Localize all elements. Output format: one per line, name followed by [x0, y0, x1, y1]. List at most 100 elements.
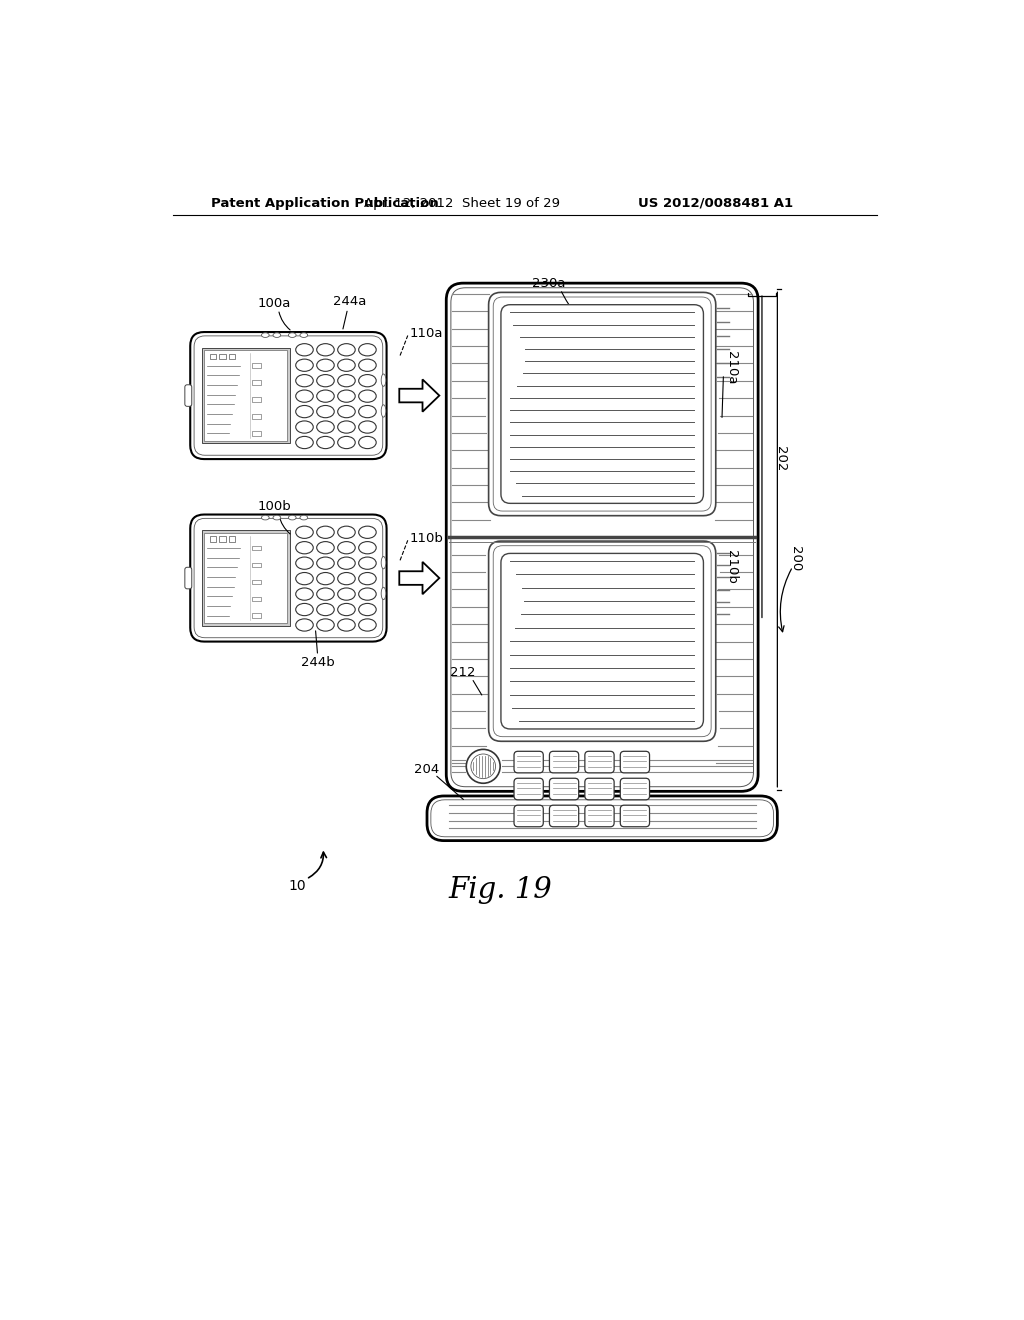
Ellipse shape: [316, 437, 334, 449]
FancyBboxPatch shape: [621, 751, 649, 774]
Ellipse shape: [300, 515, 307, 520]
FancyBboxPatch shape: [494, 545, 711, 737]
Ellipse shape: [338, 619, 355, 631]
Text: 206: 206: [600, 651, 626, 664]
Ellipse shape: [338, 587, 355, 601]
Ellipse shape: [316, 603, 334, 615]
Text: 110a: 110a: [410, 327, 442, 341]
Ellipse shape: [296, 557, 313, 569]
Ellipse shape: [358, 389, 376, 403]
Bar: [210, 354, 216, 359]
Ellipse shape: [316, 619, 334, 631]
Ellipse shape: [358, 437, 376, 449]
Ellipse shape: [338, 405, 355, 417]
FancyBboxPatch shape: [550, 751, 579, 774]
Ellipse shape: [358, 421, 376, 433]
Ellipse shape: [381, 587, 386, 599]
Ellipse shape: [358, 405, 376, 417]
FancyBboxPatch shape: [585, 751, 614, 774]
Ellipse shape: [296, 437, 313, 449]
Ellipse shape: [316, 375, 334, 387]
Text: US 2012/0088481 A1: US 2012/0088481 A1: [638, 197, 793, 210]
Ellipse shape: [296, 421, 313, 433]
Polygon shape: [399, 562, 439, 594]
Ellipse shape: [358, 527, 376, 539]
FancyBboxPatch shape: [427, 796, 777, 841]
Ellipse shape: [358, 573, 376, 585]
Bar: [202, 348, 290, 444]
Polygon shape: [399, 379, 439, 412]
Ellipse shape: [358, 343, 376, 356]
Ellipse shape: [338, 527, 355, 539]
FancyBboxPatch shape: [494, 297, 711, 511]
Bar: [219, 354, 225, 359]
Ellipse shape: [381, 557, 386, 569]
Ellipse shape: [261, 333, 269, 338]
Text: 210b: 210b: [725, 549, 738, 583]
FancyBboxPatch shape: [488, 541, 716, 742]
Circle shape: [471, 754, 496, 779]
Text: 100a: 100a: [258, 297, 291, 310]
Ellipse shape: [296, 375, 313, 387]
FancyBboxPatch shape: [190, 515, 387, 642]
FancyBboxPatch shape: [195, 519, 383, 638]
Ellipse shape: [316, 527, 334, 539]
FancyBboxPatch shape: [488, 293, 716, 516]
Ellipse shape: [338, 437, 355, 449]
Ellipse shape: [338, 557, 355, 569]
FancyBboxPatch shape: [185, 385, 191, 407]
FancyBboxPatch shape: [550, 779, 579, 800]
Bar: [252, 614, 261, 618]
FancyBboxPatch shape: [431, 800, 773, 837]
Ellipse shape: [273, 333, 281, 338]
Bar: [252, 380, 261, 385]
Bar: [204, 533, 288, 623]
Ellipse shape: [338, 541, 355, 554]
Ellipse shape: [316, 389, 334, 403]
Circle shape: [466, 750, 500, 783]
FancyBboxPatch shape: [514, 751, 544, 774]
Ellipse shape: [381, 374, 386, 387]
FancyBboxPatch shape: [585, 779, 614, 800]
Ellipse shape: [316, 541, 334, 554]
Ellipse shape: [316, 573, 334, 585]
Ellipse shape: [338, 421, 355, 433]
Text: 204: 204: [415, 763, 439, 776]
Ellipse shape: [316, 359, 334, 371]
FancyBboxPatch shape: [501, 553, 703, 729]
FancyBboxPatch shape: [501, 305, 703, 503]
Text: 210a: 210a: [725, 351, 738, 384]
Bar: [252, 597, 261, 601]
Ellipse shape: [358, 587, 376, 601]
Ellipse shape: [296, 405, 313, 417]
Text: 230a: 230a: [531, 277, 565, 290]
Text: 100b: 100b: [258, 500, 292, 513]
Ellipse shape: [338, 359, 355, 371]
Ellipse shape: [296, 527, 313, 539]
Text: 200: 200: [788, 546, 802, 572]
Ellipse shape: [289, 515, 296, 520]
Ellipse shape: [358, 375, 376, 387]
Ellipse shape: [316, 421, 334, 433]
FancyBboxPatch shape: [514, 779, 544, 800]
Ellipse shape: [358, 541, 376, 554]
FancyBboxPatch shape: [190, 333, 387, 459]
FancyBboxPatch shape: [195, 335, 383, 455]
FancyBboxPatch shape: [550, 805, 579, 826]
Ellipse shape: [316, 405, 334, 417]
Ellipse shape: [296, 389, 313, 403]
FancyBboxPatch shape: [451, 288, 754, 787]
Bar: [252, 430, 261, 436]
Text: 244b: 244b: [301, 656, 335, 669]
Ellipse shape: [296, 619, 313, 631]
Ellipse shape: [316, 343, 334, 356]
Ellipse shape: [296, 359, 313, 371]
Ellipse shape: [338, 343, 355, 356]
Text: Patent Application Publication: Patent Application Publication: [211, 197, 439, 210]
FancyBboxPatch shape: [621, 779, 649, 800]
Bar: [252, 363, 261, 368]
Text: 230b: 230b: [574, 648, 608, 661]
Ellipse shape: [296, 573, 313, 585]
Ellipse shape: [296, 603, 313, 615]
Ellipse shape: [338, 603, 355, 615]
